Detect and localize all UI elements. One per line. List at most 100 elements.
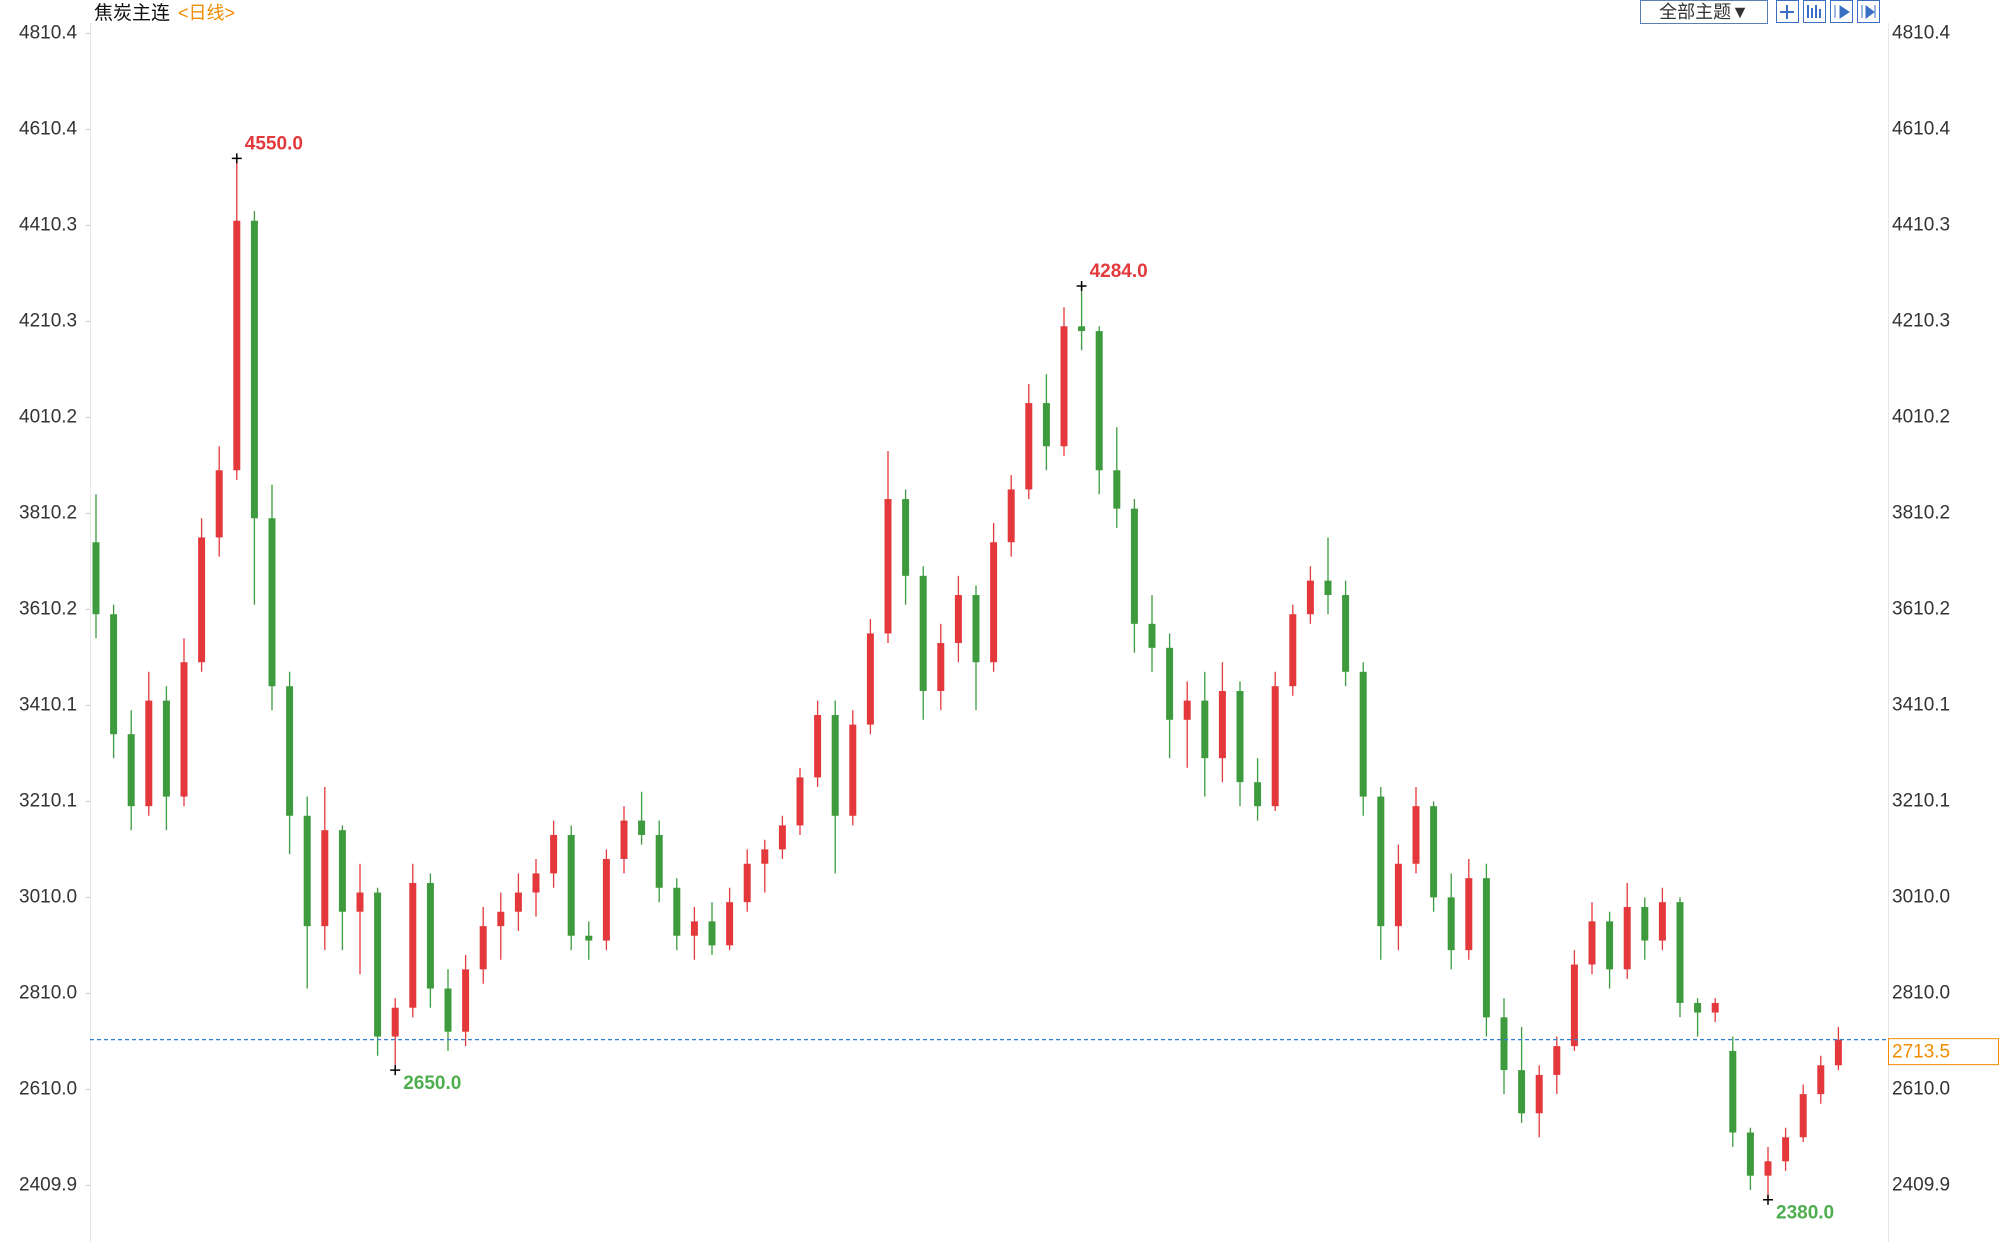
- candle-body: [409, 882, 417, 1008]
- y-tick-label: 2810.0: [19, 982, 77, 1003]
- candle-body: [162, 700, 170, 797]
- candle-body: [1166, 647, 1174, 720]
- candle-body: [954, 595, 962, 644]
- candle-body: [1641, 906, 1649, 941]
- y2-tick-label: 3610.2: [1892, 598, 1950, 619]
- candle-body: [1377, 796, 1385, 927]
- candle-body: [198, 537, 206, 663]
- candle-body: [1218, 691, 1226, 759]
- candle-body: [743, 863, 751, 903]
- candle-body: [215, 470, 223, 538]
- candle-body: [145, 700, 153, 807]
- candle-body: [1518, 1070, 1526, 1114]
- candle-body: [497, 911, 505, 927]
- candle-body: [1465, 878, 1473, 951]
- candle-body: [1148, 623, 1156, 648]
- candle-body: [180, 662, 188, 797]
- candle-body: [884, 499, 892, 634]
- tool-zoom[interactable]: [1803, 0, 1826, 23]
- toolbar: [1776, 0, 1880, 23]
- y2-tick-label: 4810.4: [1892, 22, 1951, 43]
- candle-body: [902, 499, 910, 576]
- candle-body: [479, 926, 487, 970]
- candle-body: [866, 633, 874, 725]
- last-price-label: 2713.5: [1892, 1042, 1950, 1063]
- y2-tick-label: 4010.2: [1892, 406, 1950, 427]
- theme-button[interactable]: [1640, 0, 1768, 24]
- candle-body: [708, 921, 716, 946]
- candle-body: [1359, 671, 1367, 797]
- candle-body: [1254, 782, 1262, 807]
- y-tick-label: 4210.3: [19, 310, 77, 331]
- candle-body: [1676, 902, 1684, 1003]
- y2-tick-label: 2409.9: [1892, 1174, 1950, 1195]
- y-tick-label: 4010.2: [19, 406, 77, 427]
- candle-body: [1271, 686, 1279, 807]
- candle-body: [761, 849, 769, 864]
- y-tick-label: 3210.1: [19, 790, 77, 811]
- candle-body: [127, 734, 135, 807]
- candle-body: [1834, 1039, 1842, 1066]
- candle-body: [250, 220, 258, 519]
- candle-body: [1113, 470, 1121, 509]
- candle-body: [814, 715, 822, 778]
- candle-body: [1570, 964, 1578, 1047]
- candle-body: [990, 542, 998, 663]
- candle-body: [1394, 863, 1402, 927]
- candle-body: [1799, 1094, 1807, 1138]
- candle-body: [391, 1007, 399, 1037]
- candle-body: [1447, 897, 1455, 951]
- candle-body: [1042, 403, 1050, 447]
- y-tick-label: 3410.1: [19, 694, 77, 715]
- candle-body: [1324, 580, 1332, 596]
- tool-end-icon: [1861, 5, 1876, 19]
- candle-body: [1764, 1161, 1772, 1176]
- candle-body: [286, 686, 294, 816]
- y2-tick-label: 3810.2: [1892, 502, 1950, 523]
- y-tick-label: 3610.2: [19, 598, 77, 619]
- candle-body: [690, 921, 698, 936]
- candle-body: [1782, 1137, 1790, 1162]
- candle-body: [1658, 902, 1666, 941]
- tool-move-icon: [1780, 5, 1794, 19]
- candle-body: [233, 220, 241, 471]
- period-link[interactable]: <日线>: [178, 3, 235, 23]
- candle-body: [1746, 1132, 1754, 1176]
- candle-body: [602, 858, 610, 941]
- candle-body: [919, 575, 927, 692]
- candle-body: [1729, 1050, 1737, 1133]
- candle-body: [444, 988, 452, 1032]
- extreme-label: 4550.0: [245, 133, 303, 154]
- y2-tick-label: 3010.0: [1892, 886, 1950, 907]
- candle-body: [1535, 1074, 1543, 1114]
- candle-body: [1342, 595, 1350, 672]
- candle-body: [92, 542, 100, 615]
- candle-body: [1236, 691, 1244, 783]
- candle-body: [1130, 508, 1138, 624]
- candle-body: [1711, 1002, 1719, 1013]
- y-tick-label: 3810.2: [19, 502, 77, 523]
- candle-body: [1500, 1017, 1508, 1071]
- theme-button-label[interactable]: 全部主题▼: [1659, 2, 1749, 22]
- y-tick-label: 4410.3: [19, 214, 77, 235]
- candle-body: [338, 830, 346, 912]
- candle-body: [1412, 806, 1420, 864]
- candle-body: [1430, 806, 1438, 898]
- candle-body: [303, 815, 311, 927]
- extreme-label: 2650.0: [403, 1073, 461, 1094]
- candle-body: [585, 935, 593, 941]
- y2-tick-label: 3410.1: [1892, 694, 1950, 715]
- candle-body: [638, 820, 646, 835]
- candle-body: [567, 834, 575, 936]
- candle-body: [374, 892, 382, 1037]
- candle-body: [673, 887, 681, 936]
- candle-body: [268, 518, 276, 687]
- candle-body: [1606, 921, 1614, 970]
- candle-body: [1060, 326, 1068, 447]
- candle-body: [849, 724, 857, 816]
- candle-body: [1588, 921, 1596, 965]
- candle-body: [831, 715, 839, 816]
- y2-tick-label: 4610.4: [1892, 118, 1951, 139]
- y2-tick-label: 4410.3: [1892, 214, 1950, 235]
